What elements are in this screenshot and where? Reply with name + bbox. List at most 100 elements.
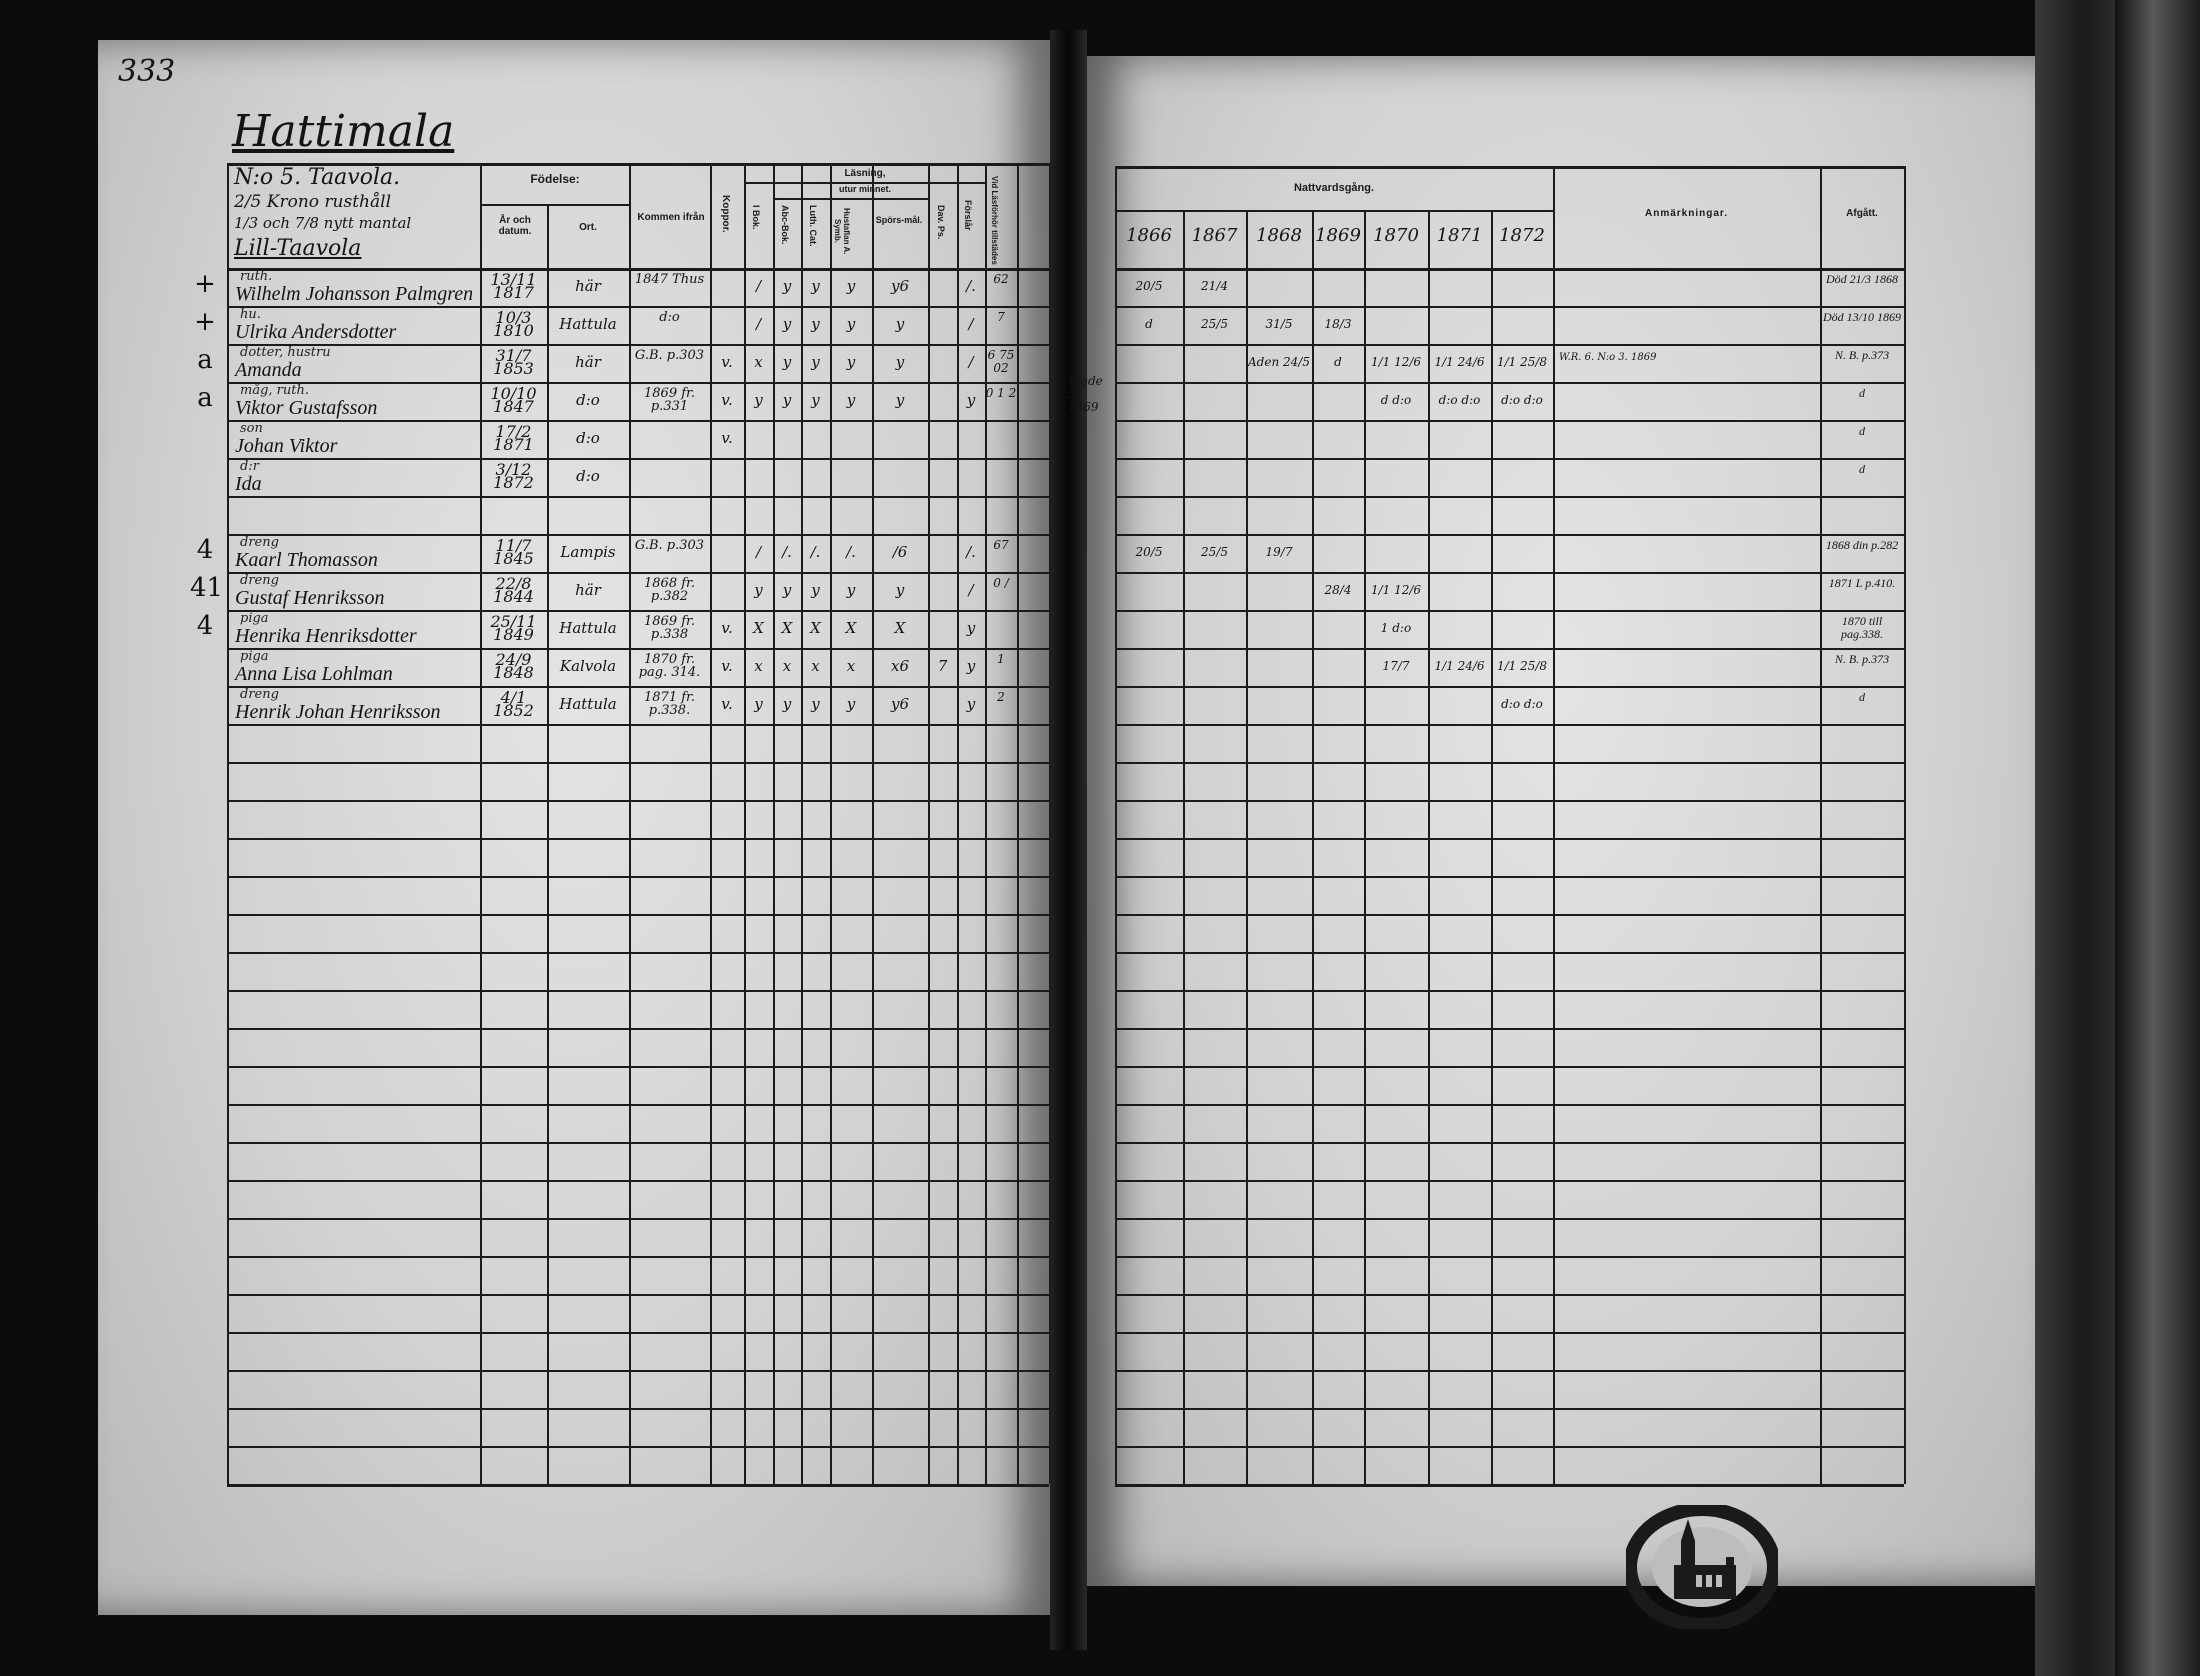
- row-rule: [227, 306, 1049, 308]
- cell-date: 22/8 1844: [493, 574, 534, 606]
- row-rule: [227, 914, 1049, 916]
- row-rule: [1115, 534, 1904, 536]
- cell-dav: 7: [937, 657, 948, 675]
- occupation-label: dreng: [240, 687, 279, 702]
- cell-nattvard-1867: 25/5: [1201, 317, 1228, 331]
- cell-anmarkningar: W.R. 6. N:o 3. 1869: [1559, 352, 1657, 363]
- cell-place: Hattula: [559, 315, 617, 333]
- cell-afgatt: 1871 L p.410.: [1828, 576, 1896, 590]
- cell-spors: y: [895, 391, 905, 409]
- row-rule: [227, 1294, 1049, 1296]
- row-rule: [1115, 420, 1904, 422]
- cell-nattvard-1871: 1/1 24/6: [1434, 355, 1485, 369]
- row-rule: [1115, 914, 1904, 916]
- cell-place: d:o: [576, 429, 600, 447]
- cell-luth: y: [811, 695, 820, 713]
- cell-place: Lampis: [560, 543, 616, 561]
- row-rule: [227, 420, 1049, 422]
- farm-heading-3: 1/3 och 7/8 nytt mantal: [234, 214, 412, 232]
- cell-spors: x6: [890, 657, 909, 675]
- cell-name: Henrika Henriksdotter: [235, 625, 417, 647]
- row-marker: +: [194, 269, 216, 299]
- cell-nattvard-1866: d: [1145, 317, 1153, 331]
- cell-name: Gustaf Henriksson: [235, 587, 385, 609]
- row-rule: [227, 344, 1049, 346]
- cell-husf: y: [846, 581, 856, 599]
- row-rule: [1115, 876, 1904, 878]
- cell-place: här: [575, 353, 601, 371]
- cell-name: Johan Viktor: [235, 435, 338, 457]
- cell-afgatt: 1868 din p.282: [1825, 538, 1899, 552]
- row-rule: [227, 610, 1049, 612]
- row-rule: [227, 1332, 1049, 1334]
- column-rule: [1246, 210, 1248, 1484]
- cell-forsl: y: [966, 619, 976, 637]
- row-rule: [1115, 344, 1904, 346]
- cell-ibok: x: [754, 657, 763, 675]
- page-number: 333: [118, 54, 176, 89]
- row-rule: [227, 1408, 1049, 1410]
- row-rule: [227, 382, 1049, 384]
- row-rule: [1115, 1484, 1904, 1487]
- header-anmarkningar: Anmärkningar.: [1644, 208, 1729, 219]
- cell-ibok: /: [755, 315, 762, 333]
- row-rule: [227, 1370, 1049, 1372]
- header-rule: [1115, 210, 1553, 212]
- row-rule: [227, 1142, 1049, 1144]
- row-rule: [227, 648, 1049, 650]
- cell-name: Henrik Johan Henriksson: [235, 701, 441, 723]
- cell-afgatt: d: [1859, 462, 1865, 476]
- row-rule: [227, 1218, 1049, 1220]
- occupation-label: piga: [240, 611, 269, 626]
- cell-nattvard-1870: 1 d:o: [1380, 621, 1412, 635]
- cell-abe: y: [782, 695, 792, 713]
- cell-from: 1847 Thus: [634, 272, 705, 287]
- column-rule: [1553, 166, 1555, 1484]
- column-rule: [773, 163, 775, 1484]
- cell-koppor: v.: [721, 695, 733, 713]
- row-rule: [1115, 1256, 1904, 1258]
- cell-nattvard-1868: Aden 24/5: [1248, 355, 1310, 369]
- row-rule: [227, 990, 1049, 992]
- cell-from: 1868 fr. p.382: [644, 576, 695, 604]
- cell-name: Wilhelm Johansson Palmgren: [235, 283, 474, 305]
- column-rule: [1491, 210, 1493, 1484]
- row-rule: [1115, 838, 1904, 840]
- left-page: [98, 40, 1050, 1615]
- header-rule: [773, 198, 928, 200]
- header-forslar: Förslår: [963, 200, 973, 231]
- cell-date: 17/2 1871: [493, 422, 534, 454]
- cell-place: d:o: [576, 467, 600, 485]
- row-rule: [1115, 686, 1904, 688]
- farm-heading-2: 2/5 Krono rusthåll: [234, 192, 392, 212]
- occupation-label: måg, ruth.: [240, 383, 309, 398]
- cell-koppor: v.: [721, 619, 733, 637]
- header-ort: Ort.: [579, 222, 597, 233]
- cell-vid: 62: [993, 272, 1009, 286]
- column-rule: [1049, 163, 1051, 1484]
- cell-date: 4/1 1852: [493, 688, 534, 720]
- gutter-note: Vigde 5/ 1869: [1068, 374, 1103, 415]
- column-rule: [1428, 210, 1430, 1484]
- cell-husf: /.: [846, 543, 856, 561]
- right-page: [1087, 56, 2035, 1586]
- parish-stamp: [1626, 1505, 1778, 1629]
- cell-date: 13/11 1817: [490, 270, 537, 302]
- header-i-bok: I Bok.: [751, 205, 761, 230]
- column-rule: [547, 206, 549, 1484]
- row-rule: [1115, 268, 1904, 271]
- row-rule: [227, 1256, 1049, 1258]
- cell-vid: 0 1 2: [985, 386, 1017, 400]
- row-rule: [227, 838, 1049, 840]
- row-rule: [1115, 496, 1904, 498]
- cell-koppor: v.: [721, 657, 733, 675]
- cell-from: 1869 fr. p.338: [644, 614, 695, 642]
- column-rule: [830, 163, 832, 1484]
- column-rule: [710, 163, 712, 1484]
- header-dav-ps: Dav. Ps.: [936, 205, 946, 240]
- row-marker: 41: [190, 573, 224, 603]
- row-rule: [1115, 762, 1904, 764]
- cell-vid: 2: [997, 690, 1005, 704]
- cell-name: Kaarl Thomasson: [235, 549, 378, 571]
- table-top-rule: [227, 163, 1049, 166]
